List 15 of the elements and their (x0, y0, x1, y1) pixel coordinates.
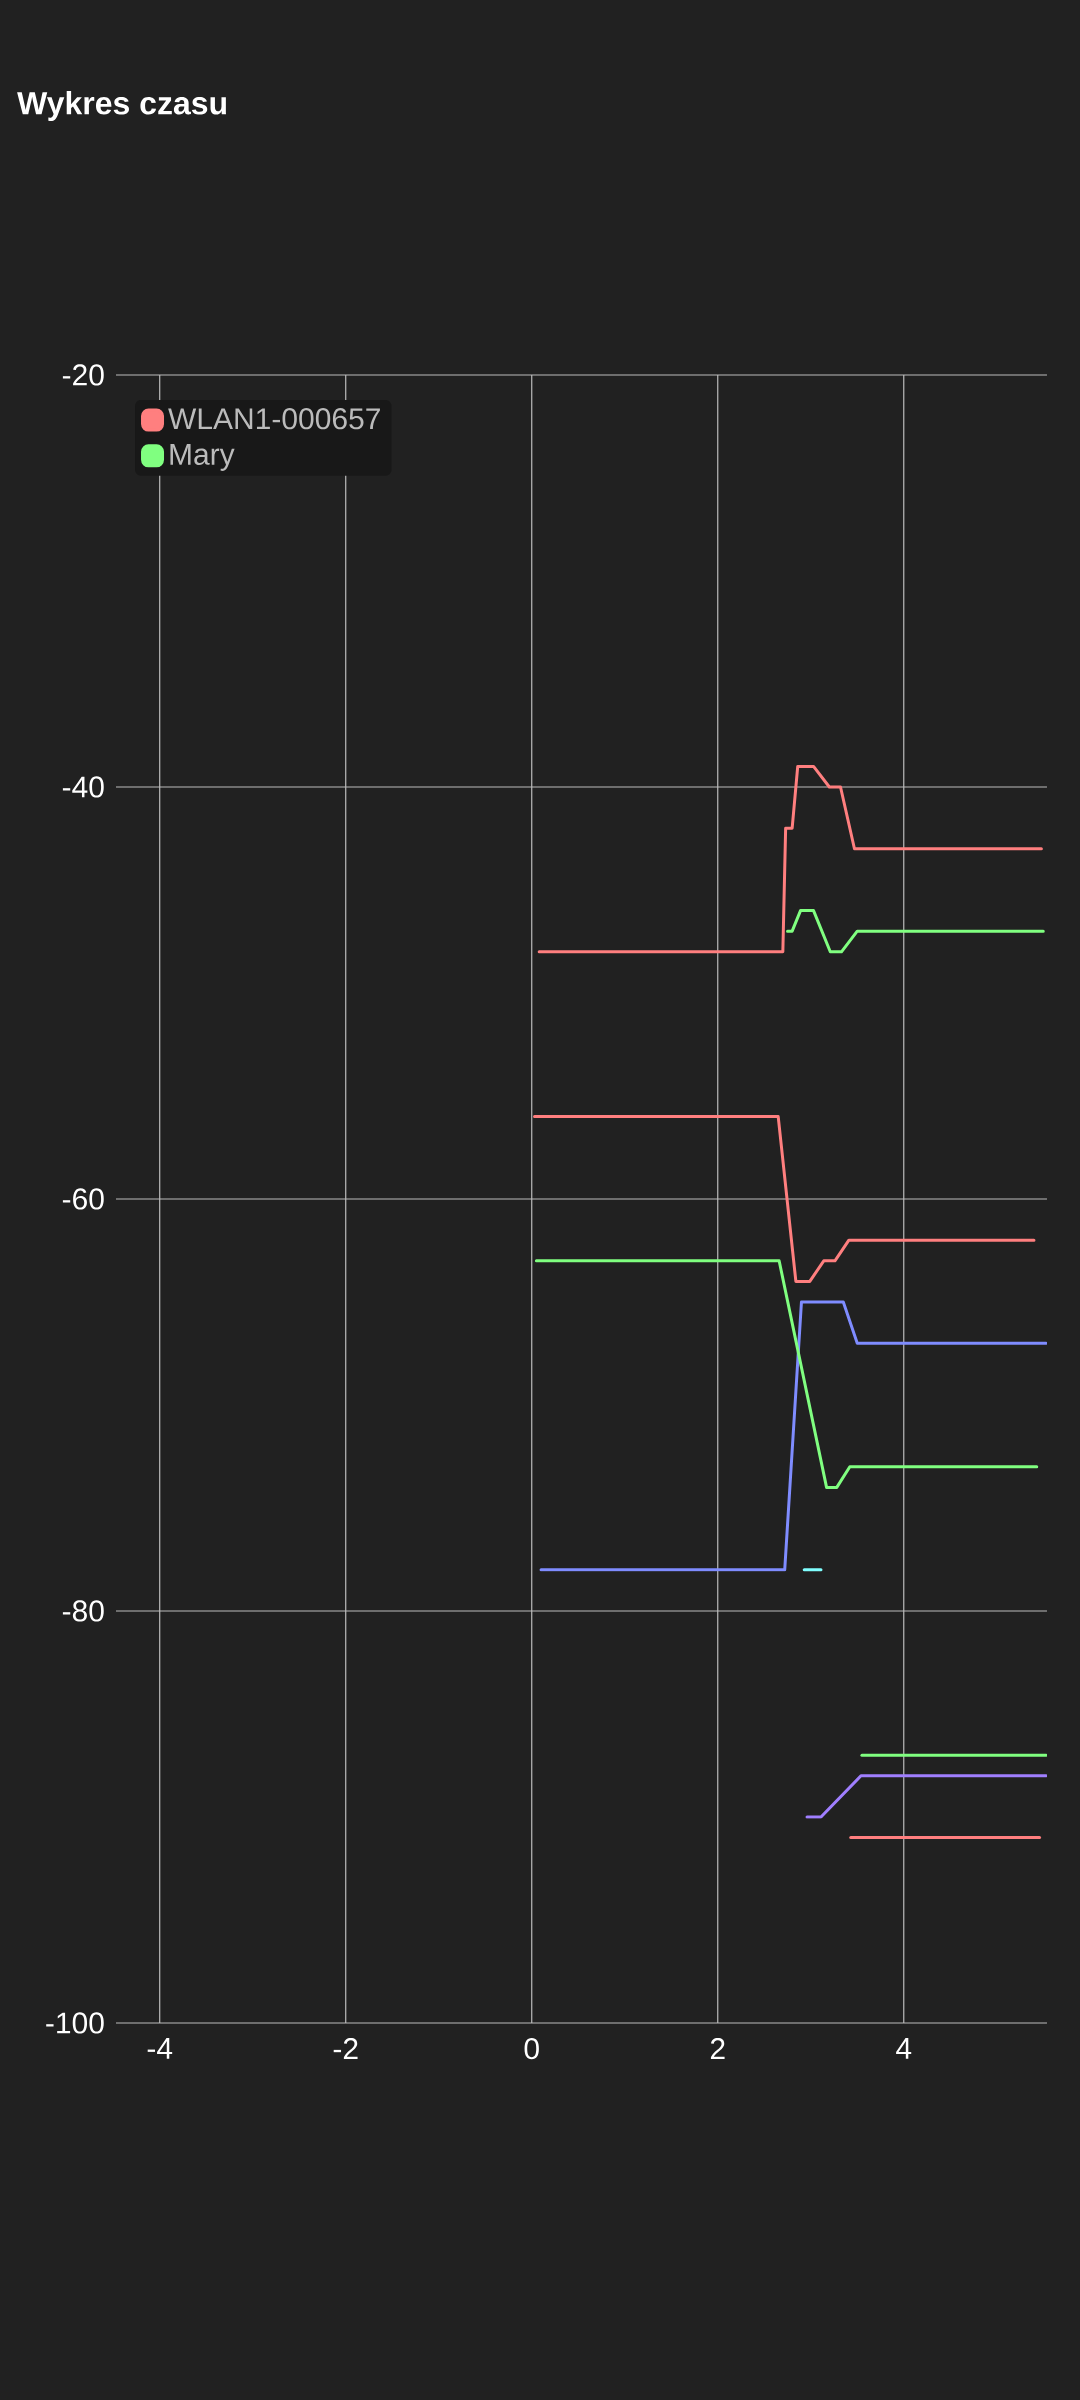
x-tick-label: 0 (524, 2038, 539, 2060)
legend-label: WLAN1-000657 (168, 408, 380, 430)
y-tick-label: -80 (62, 1600, 104, 1622)
y-tick-label: -40 (62, 776, 104, 798)
legend-label: Mary (170, 444, 235, 471)
x-tick-label: 2 (710, 2038, 725, 2059)
y-tick-label: -60 (62, 1188, 104, 1210)
chart-title: Wykres czasu (17, 91, 226, 121)
x-tick-label: -4 (147, 2038, 173, 2059)
y-tick-label: -20 (62, 364, 104, 386)
x-tick-label: -2 (333, 2038, 358, 2059)
x-tick-label: 4 (896, 2038, 912, 2059)
line-series (533, 1115, 1036, 1283)
line-series (537, 764, 1043, 954)
y-tick-label: -100 (46, 2012, 104, 2034)
